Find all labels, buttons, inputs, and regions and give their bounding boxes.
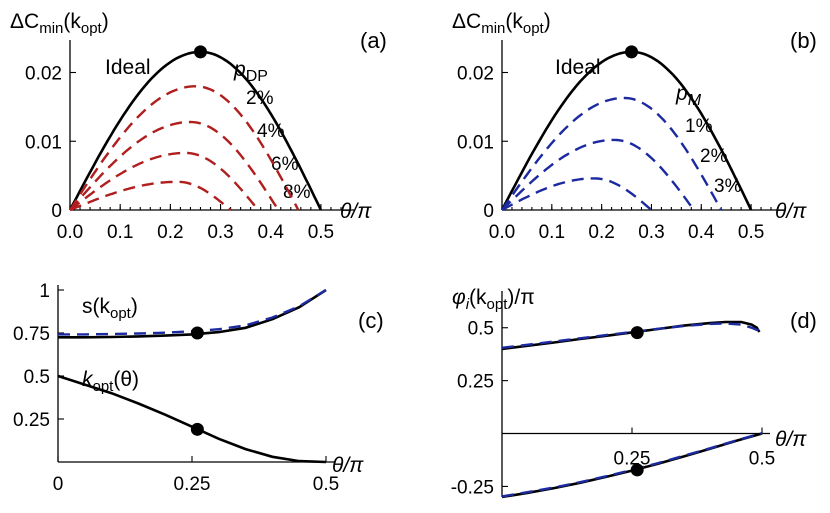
panel-a-series-6 [69, 151, 260, 211]
panel-c-marker [190, 326, 204, 340]
panel-c-xtick-label: 0.5 [313, 474, 339, 495]
panel-a-curve-label-4: 8% [283, 182, 311, 203]
panel-b-xtick-label: 0.4 [688, 222, 715, 243]
panel-d-series-lowerdashed [501, 431, 763, 498]
panel-b-xtick-label: 0.5 [738, 222, 764, 243]
panel-d-ytick-label: 0.25 [457, 372, 494, 393]
panel-c: (c) s(kopt) kopt(θ) θ/π 0 0.25 0.5 0.25 0.5 0… [13, 281, 384, 495]
panel-c-ytick-label: 1 [39, 281, 50, 302]
panel-a-series-2 [68, 85, 300, 211]
panel-a-marker [193, 45, 207, 59]
panel-a-ideal-label: Ideal [105, 56, 151, 79]
panel-b: ΔCmin(kopt) (b) Ideal pM 1% 2% 3% θ/π 0.… [452, 10, 817, 243]
panel-a-ytick-label: 0.01 [25, 132, 62, 153]
panel-d-series-upper [501, 320, 761, 351]
panel-d-letter: (d) [790, 308, 817, 333]
panel-b-ytick-label: 0 [483, 201, 494, 222]
panel-b-xtick-label: 0.0 [489, 222, 515, 243]
panel-d-marker [630, 463, 644, 477]
panel-b-xtick-label: 0.3 [638, 222, 664, 243]
panel-c-letter: (c) [358, 308, 384, 333]
panel-c-xtick-label: 0.25 [174, 474, 211, 495]
panel-c-series-kopt [57, 374, 327, 464]
panel-c-ytick-label: 0.5 [24, 367, 50, 388]
panel-c-s-label: s(kopt) [82, 295, 138, 322]
panel-b-xlabel: θ/π [775, 200, 807, 223]
panel-b-series-1 [501, 96, 723, 211]
panel-a-letter: (a) [360, 28, 387, 53]
panel-d-ylabel: φi(kopt)/π [452, 286, 535, 313]
panel-c-k-label: kopt(θ) [82, 368, 139, 395]
panel-a-xtick-label: 0.0 [57, 222, 83, 243]
panel-b-ytick-label: 0.02 [457, 64, 494, 85]
panel-a-xtick-label: 0.1 [107, 222, 133, 243]
panel-a-xtick-label: 0.4 [258, 222, 285, 243]
panel-b-ytick-label: 0.01 [457, 132, 494, 153]
panel-b-series-3 [501, 177, 653, 212]
panel-d-xtick-label: 0.25 [614, 449, 651, 470]
panel-a-xlabel: θ/π [340, 200, 372, 223]
panel-d-xlabel: θ/π [775, 428, 807, 451]
panel-b-ylabel: ΔCmin(kopt) [452, 10, 551, 37]
panel-b-xtick-label: 0.2 [588, 222, 614, 243]
panel-a-series-8 [69, 180, 232, 212]
panel-b-curve-label-3: 3% [714, 176, 742, 197]
panel-d-ytick-label: -0.25 [451, 477, 494, 498]
panel-c-xlabel: θ/π [332, 454, 364, 477]
panel-a-xtick-label: 0.3 [207, 222, 233, 243]
panel-b-xtick-label: 0.1 [539, 222, 565, 243]
panel-b-series-2 [501, 138, 695, 211]
panel-c-xtick-label: 0 [53, 474, 64, 495]
panel-a-ytick-label: 0 [51, 201, 62, 222]
panel-a-ytick-label: 0.02 [25, 64, 62, 85]
panel-d: (d) φi(kopt)/π θ/π 0.25 0.5 -0.25 0.25 0.5 [451, 286, 817, 498]
panel-b-curve-label-2: 2% [700, 146, 728, 167]
panel-a-series-4 [69, 120, 280, 211]
panel-b-marker [625, 45, 639, 59]
panel-d-marker [630, 326, 644, 340]
panel-a-xtick-label: 0.2 [157, 222, 183, 243]
panel-d-ytick-label: 0.5 [468, 319, 494, 340]
panel-a: ΔCmin(kopt) (a) Ideal pDP 2% 4% 6% 8% θ/… [10, 10, 387, 243]
panel-a-ylabel: ΔCmin(kopt) [10, 10, 109, 37]
panel-d-series-upperdashed [501, 322, 762, 349]
panel-b-letter: (b) [790, 28, 817, 53]
panel-c-marker [190, 422, 204, 436]
panel-d-xtick-label: 0.5 [749, 449, 775, 470]
panel-c-ytick-label: 0.75 [13, 324, 50, 345]
panel-c-ytick-label: 0.25 [13, 410, 50, 431]
panel-a-xtick-label: 0.5 [308, 222, 334, 243]
